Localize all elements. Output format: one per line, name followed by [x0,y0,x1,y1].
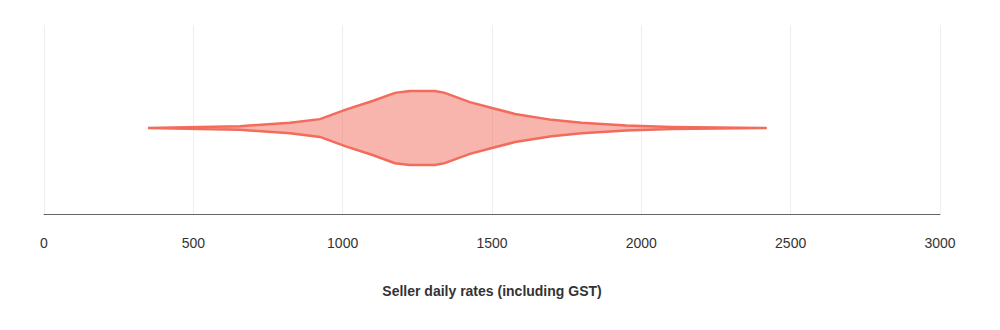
svg-text:2000: 2000 [626,235,657,251]
svg-text:1500: 1500 [476,235,507,251]
svg-text:500: 500 [182,235,206,251]
svg-text:3000: 3000 [924,235,955,251]
svg-text:Seller daily rates (including: Seller daily rates (including GST) [382,283,601,299]
svg-text:2500: 2500 [775,235,806,251]
svg-text:1000: 1000 [327,235,358,251]
svg-text:0: 0 [40,235,48,251]
